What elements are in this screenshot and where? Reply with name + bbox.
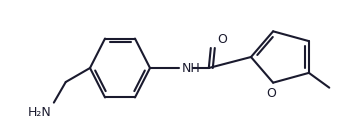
Text: NH: NH xyxy=(181,62,200,76)
Text: O: O xyxy=(266,87,276,100)
Text: O: O xyxy=(217,33,227,46)
Text: H₂N: H₂N xyxy=(28,106,52,119)
